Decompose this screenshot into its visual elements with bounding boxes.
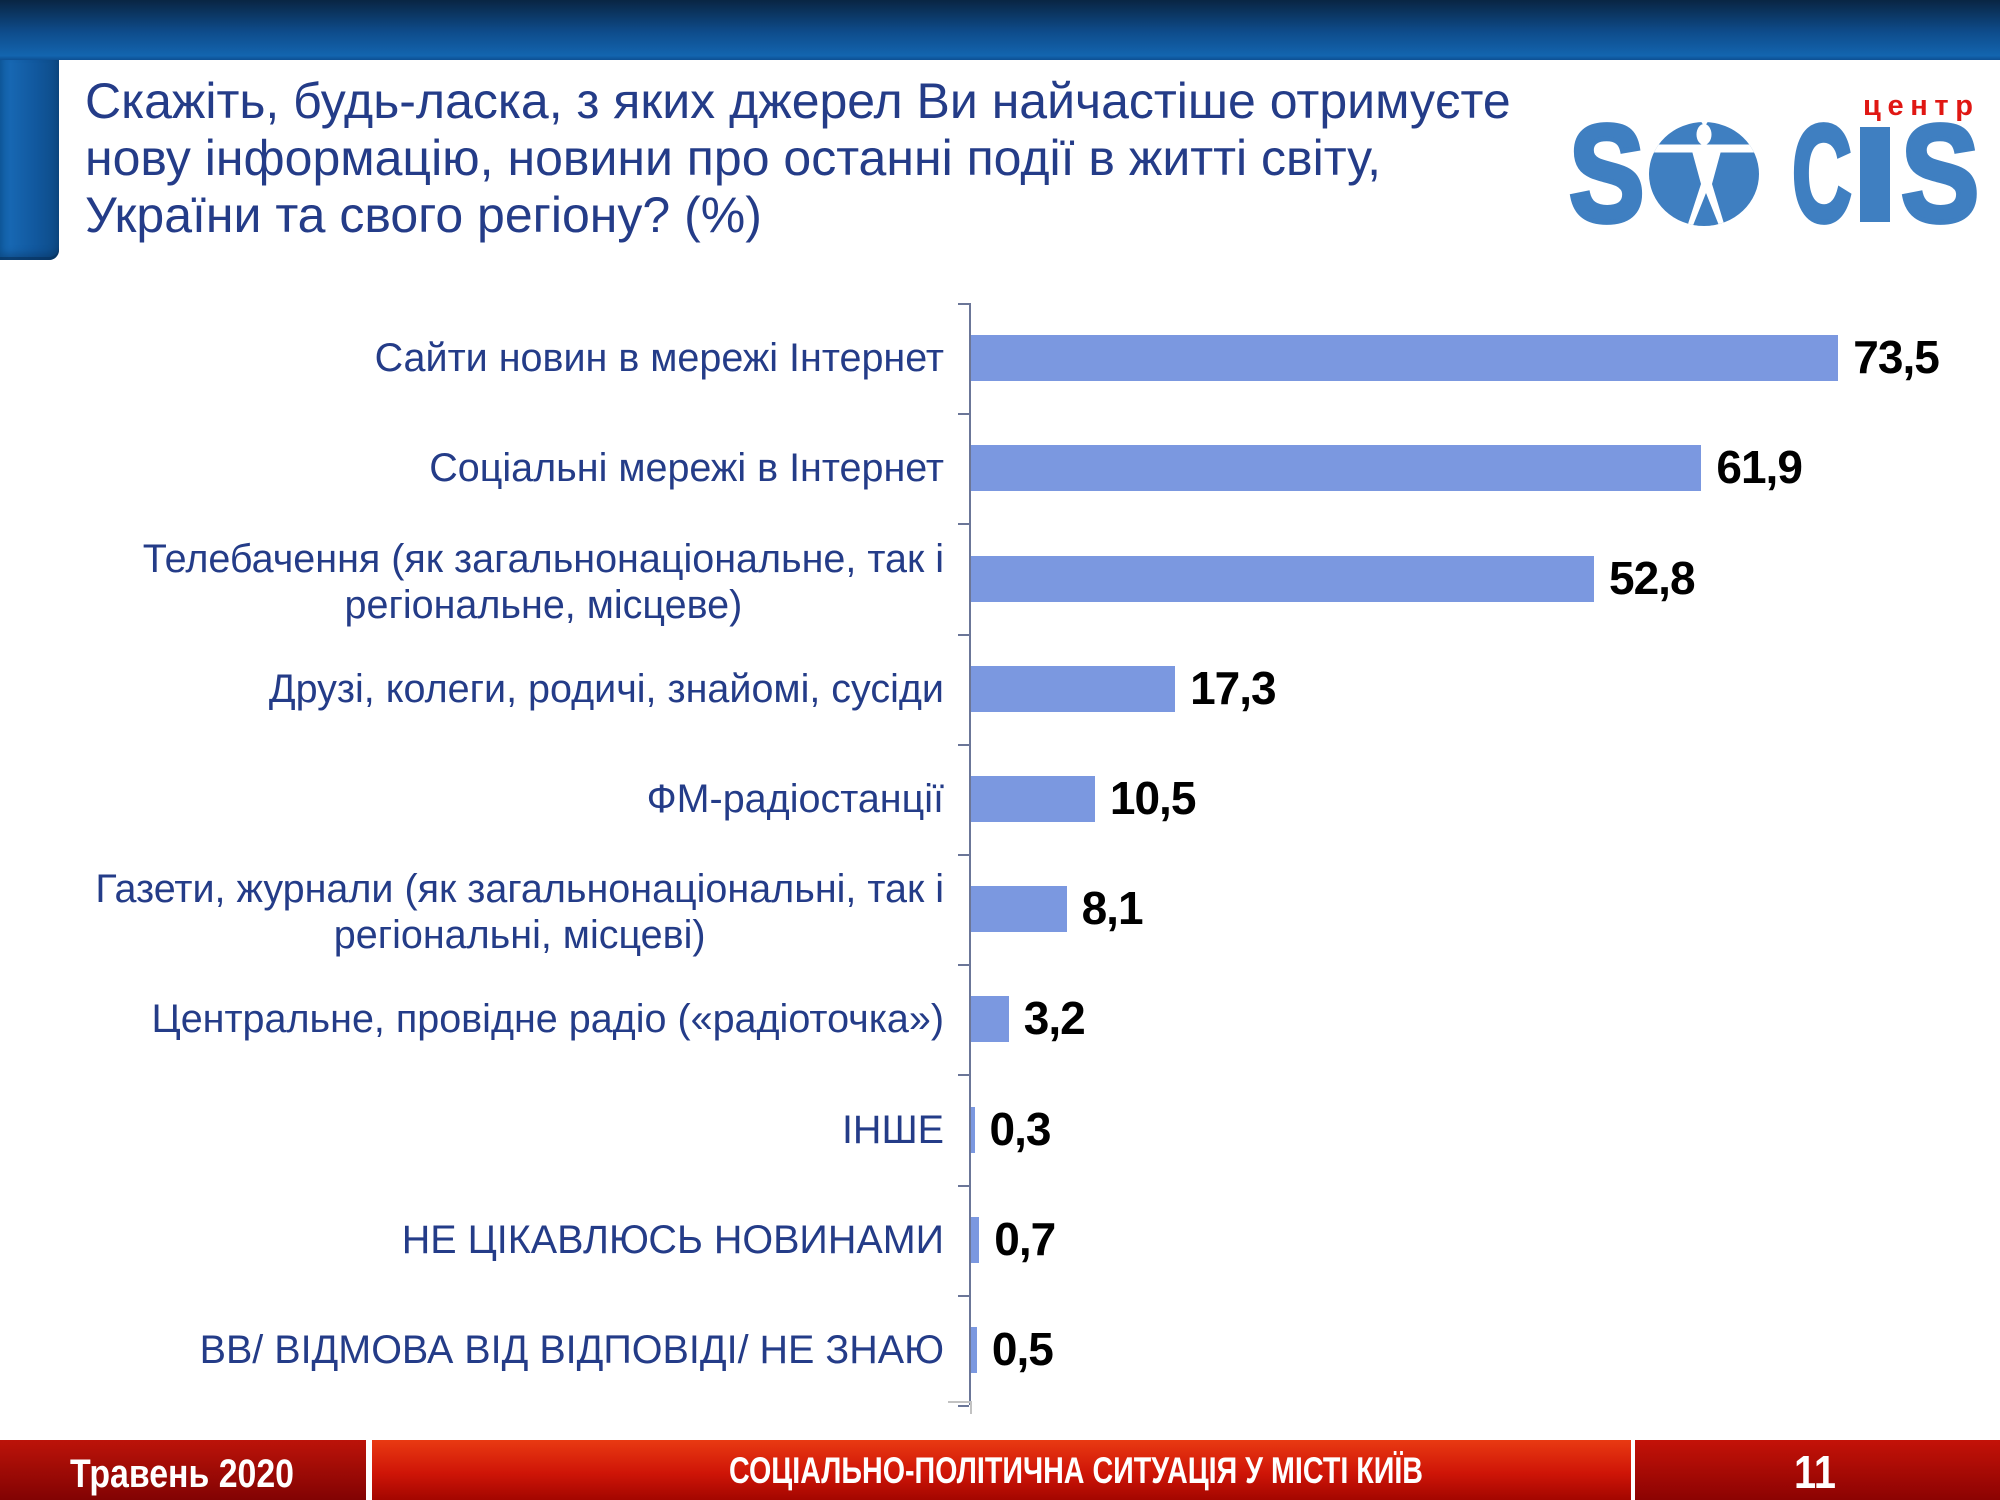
- svg-text:S: S: [1901, 97, 1979, 251]
- svg-text:C: C: [1792, 97, 1852, 251]
- svg-text:СОЦІАЛЬНО-ПОЛІТИЧНА СИТУАЦІЯ У: СОЦІАЛЬНО-ПОЛІТИЧНА СИТУАЦІЯ У МІСТІ КИЇ…: [729, 1450, 1423, 1491]
- svg-text:Травень 2020: Травень 2020: [70, 1452, 294, 1496]
- svg-text:11: 11: [1794, 1446, 1836, 1498]
- svg-text:S: S: [1569, 96, 1644, 250]
- svg-text:центр: центр: [1863, 90, 1977, 122]
